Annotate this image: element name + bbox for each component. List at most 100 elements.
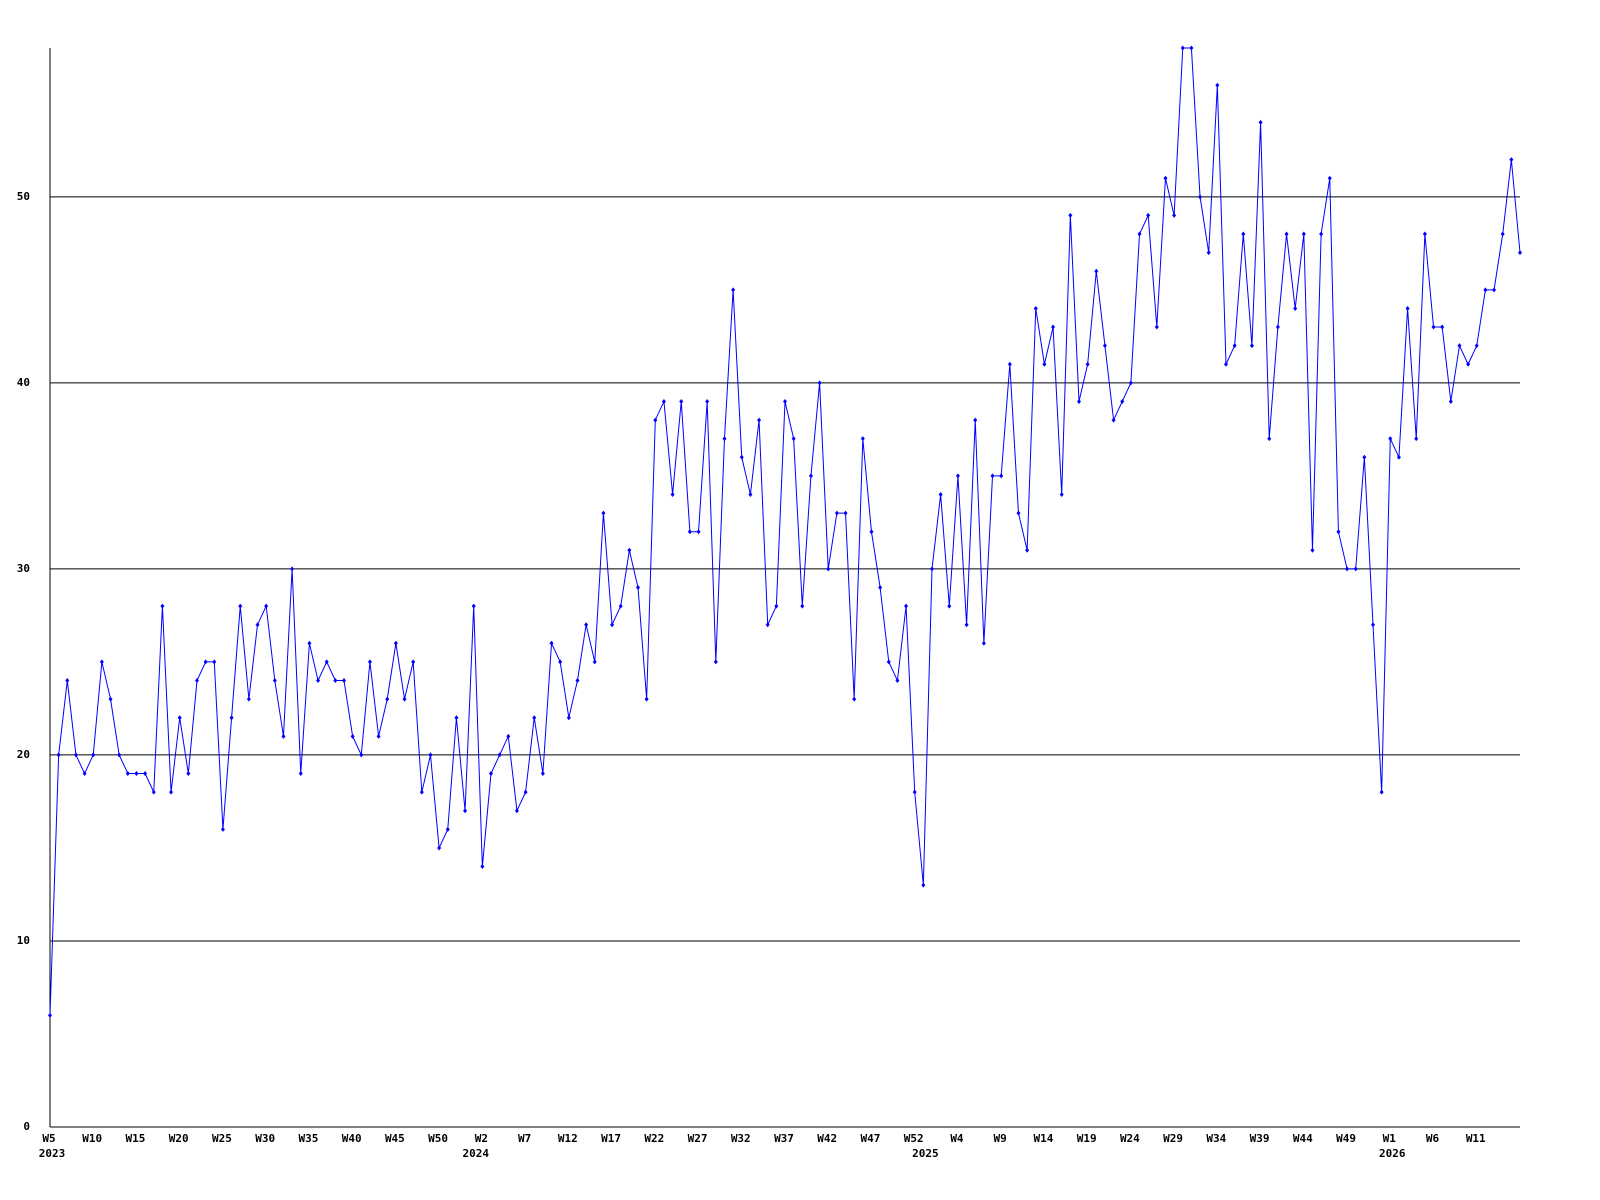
data-point (990, 473, 995, 479)
x-tick-label: W45 (385, 1132, 405, 1145)
data-point (1284, 231, 1289, 237)
y-tick-label: 10 (17, 934, 30, 947)
data-point (506, 733, 511, 739)
data-point (186, 771, 191, 777)
data-point (1310, 547, 1315, 553)
data-point (246, 696, 251, 702)
x-tick-label: W47 (861, 1132, 881, 1145)
x-tick-label: W10 (82, 1132, 102, 1145)
data-point (342, 678, 346, 684)
data-point (731, 287, 736, 293)
data-point (592, 659, 597, 665)
data-point (1172, 212, 1177, 218)
data-point (393, 640, 398, 646)
data-point (1163, 175, 1168, 181)
data-point (670, 491, 675, 497)
data-point (367, 659, 372, 665)
data-point (1016, 510, 1021, 516)
data-point (290, 566, 295, 572)
data-point (359, 752, 364, 758)
data-point (333, 678, 338, 684)
data-point (1224, 361, 1228, 367)
data-point (843, 510, 848, 516)
data-point (1094, 268, 1099, 274)
data-line (49, 47, 1521, 1016)
data-point (757, 417, 762, 423)
data-point (1518, 250, 1522, 256)
data-point (1249, 343, 1254, 349)
data-point (748, 491, 753, 497)
data-point (134, 771, 139, 777)
data-point (636, 585, 640, 590)
data-point (1362, 454, 1367, 460)
x-tick-label: W9 (994, 1132, 1007, 1145)
data-point (160, 603, 165, 609)
x-tick-label: W17 (601, 1132, 621, 1145)
data-point (921, 882, 926, 888)
data-point (428, 752, 433, 758)
x-tick-label: W2 (475, 1132, 488, 1145)
x-tick-label: W12 (558, 1132, 578, 1145)
data-point (1042, 361, 1047, 367)
x-tick-label: W40 (342, 1132, 362, 1145)
data-point (1483, 287, 1488, 293)
data-point (463, 808, 468, 814)
y-tick-label: 30 (17, 562, 30, 575)
data-point (800, 603, 805, 609)
data-point (713, 659, 718, 665)
x-tick-label: W22 (644, 1132, 664, 1145)
x-tick-label: W5 (42, 1132, 55, 1145)
data-point (1327, 175, 1332, 181)
data-point (1215, 82, 1220, 88)
data-point (1258, 119, 1263, 125)
data-point (229, 715, 234, 721)
data-point (834, 510, 839, 516)
data-point (739, 454, 744, 460)
x-tick-label: W37 (774, 1132, 794, 1145)
data-point (584, 622, 589, 628)
x-tick-label: W30 (255, 1132, 275, 1145)
data-point (1180, 45, 1185, 51)
data-point (1414, 436, 1419, 442)
data-point (783, 398, 787, 404)
data-point (1440, 324, 1445, 330)
data-point (549, 640, 554, 646)
data-point (981, 640, 986, 646)
data-point (852, 696, 857, 702)
data-point (964, 622, 969, 628)
data-point (1492, 287, 1497, 293)
data-point (1267, 436, 1272, 442)
data-point (1025, 547, 1030, 553)
data-point (523, 789, 528, 795)
data-point (1128, 380, 1133, 386)
data-point (627, 547, 632, 553)
data-point (281, 733, 286, 739)
data-point (82, 771, 87, 777)
data-point (1154, 324, 1159, 330)
x-tick-label: W15 (126, 1132, 146, 1145)
data-point (480, 864, 485, 870)
data-point (1051, 324, 1056, 330)
x-tick-label: W49 (1336, 1132, 1356, 1145)
data-point (1474, 343, 1479, 349)
data-point (454, 715, 459, 721)
data-point (1509, 157, 1514, 163)
data-point (1120, 398, 1125, 404)
data-point (48, 1012, 52, 1018)
data-point (765, 622, 770, 628)
data-point (973, 417, 978, 423)
data-point (212, 659, 217, 665)
x-tick-label: W24 (1120, 1132, 1140, 1145)
data-point (558, 659, 563, 665)
data-point (65, 678, 70, 684)
data-point (644, 696, 649, 702)
x-tick-label: W14 (1033, 1132, 1053, 1145)
data-point (808, 473, 813, 479)
data-point (895, 678, 900, 684)
data-point (705, 398, 710, 404)
data-point (376, 733, 381, 739)
y-tick-label: 0 (23, 1120, 30, 1133)
data-point (411, 659, 416, 665)
x-tick-label: W27 (688, 1132, 708, 1145)
data-point (912, 789, 917, 795)
